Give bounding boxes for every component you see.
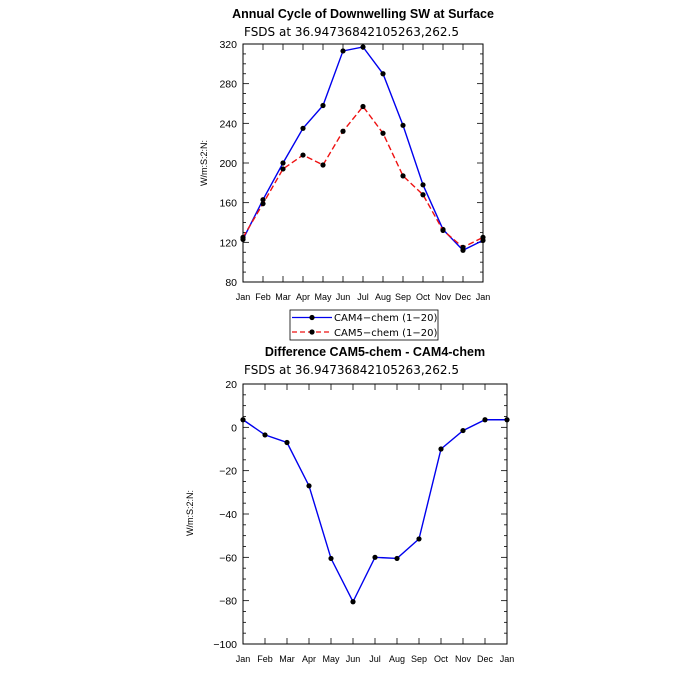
x-tick-label: Aug	[375, 292, 391, 302]
legend-marker-cam5	[309, 329, 315, 335]
series-2-point	[380, 130, 386, 136]
series-1-point	[350, 599, 356, 605]
y-tick-label: 200	[219, 158, 237, 170]
series-2-point	[280, 166, 286, 172]
y-tick-label: −40	[219, 509, 237, 521]
plot-frame	[242, 43, 484, 283]
series-line-1	[242, 46, 484, 252]
y-tick-label: 0	[231, 422, 237, 434]
y-tick-label: −80	[219, 596, 237, 608]
x-tick-label: Jun	[336, 292, 351, 302]
series-2-point	[460, 244, 466, 250]
x-tick-label: Sep	[395, 292, 411, 302]
x-tick-label: Sep	[411, 654, 427, 664]
series-1-point	[400, 122, 406, 128]
legend: CAM4−chem (1−20) CAM5−chem (1−20)	[289, 309, 439, 341]
x-tick-label: Jan	[500, 654, 515, 664]
annual-cycle-panel: Annual Cycle of Downwelling SW at Surfac…	[199, 7, 494, 302]
y-axis-label: W/m:S:2:N:	[185, 490, 195, 536]
x-tick-label: Nov	[455, 654, 472, 664]
difference-panel: Difference CAM5-chem - CAM4-chem FSDS at…	[185, 345, 514, 664]
series-line-2	[242, 105, 484, 249]
series-1-point	[438, 446, 444, 452]
chart-title: Annual Cycle of Downwelling SW at Surfac…	[232, 7, 494, 21]
y-tick-label: −20	[219, 466, 237, 478]
series-1-point	[416, 536, 422, 542]
series-1-point	[360, 44, 366, 50]
series-1-point	[372, 554, 378, 560]
x-tick-label: May	[322, 654, 340, 664]
x-tick-label: Oct	[434, 654, 449, 664]
series-line-1	[242, 419, 507, 604]
y-tick-label: 160	[219, 198, 237, 210]
series-1-point	[380, 71, 386, 77]
y-tick-label: 280	[219, 79, 237, 91]
x-tick-label: Dec	[477, 654, 494, 664]
series-2-point	[260, 201, 266, 207]
x-tick-label: Jul	[357, 292, 369, 302]
series-1-point	[262, 432, 268, 438]
series-1-point	[340, 48, 346, 54]
y-tick-label: −60	[219, 552, 237, 564]
series-2-point	[440, 227, 446, 234]
y-tick-label: 80	[225, 277, 237, 289]
x-tick-label: Jan	[476, 292, 491, 302]
series-1-point	[420, 182, 426, 188]
x-tick-label: May	[314, 292, 332, 302]
series-2-point	[320, 162, 326, 168]
series-1-point	[394, 555, 400, 562]
series-1-point	[306, 483, 312, 489]
legend-marker-cam4	[309, 314, 315, 321]
series-1-point	[328, 555, 334, 562]
x-tick-label: Mar	[275, 292, 291, 302]
x-tick-label: Dec	[455, 292, 472, 302]
x-tick-label: Apr	[302, 654, 316, 664]
series-1-point	[460, 427, 466, 434]
x-tick-label: Feb	[255, 292, 271, 302]
y-tick-label: 20	[225, 379, 237, 391]
chart-subtitle: FSDS at 36.94736842105263,262.5	[244, 25, 459, 39]
x-tick-label: Aug	[389, 654, 405, 664]
x-tick-label: Jun	[346, 654, 361, 664]
series-1-point	[284, 439, 290, 446]
x-tick-label: Oct	[416, 292, 431, 302]
y-tick-label: 120	[219, 237, 237, 249]
y-axis-label: W/m:S:2:N:	[199, 140, 209, 186]
plot-frame	[242, 383, 508, 645]
y-tick-label: 320	[219, 39, 237, 51]
series-2-point	[400, 173, 406, 179]
series-2-point	[340, 128, 346, 134]
legend-label-cam4: CAM4−chem (1−20)	[334, 313, 437, 324]
x-tick-label: Jan	[236, 654, 251, 664]
series-1-point	[300, 125, 306, 131]
series-2-point	[420, 192, 426, 198]
legend-box	[289, 309, 439, 341]
series-2-point	[360, 103, 366, 110]
series-1-point	[482, 417, 488, 423]
x-tick-label: Apr	[296, 292, 310, 302]
series-1-point	[280, 160, 286, 166]
x-tick-label: Feb	[257, 654, 273, 664]
x-tick-label: Nov	[435, 292, 452, 302]
chart-title: Difference CAM5-chem - CAM4-chem	[265, 345, 485, 359]
y-tick-label: −100	[213, 639, 237, 651]
series-2-point	[300, 152, 306, 158]
chart-subtitle: FSDS at 36.94736842105263,262.5	[244, 363, 459, 377]
x-tick-label: Mar	[279, 654, 295, 664]
y-tick-label: 240	[219, 118, 237, 130]
series-1-point	[260, 197, 266, 203]
series-1-point	[320, 102, 326, 109]
x-tick-label: Jan	[236, 292, 251, 302]
legend-label-cam5: CAM5−chem (1−20)	[334, 328, 437, 339]
x-tick-label: Jul	[369, 654, 381, 664]
